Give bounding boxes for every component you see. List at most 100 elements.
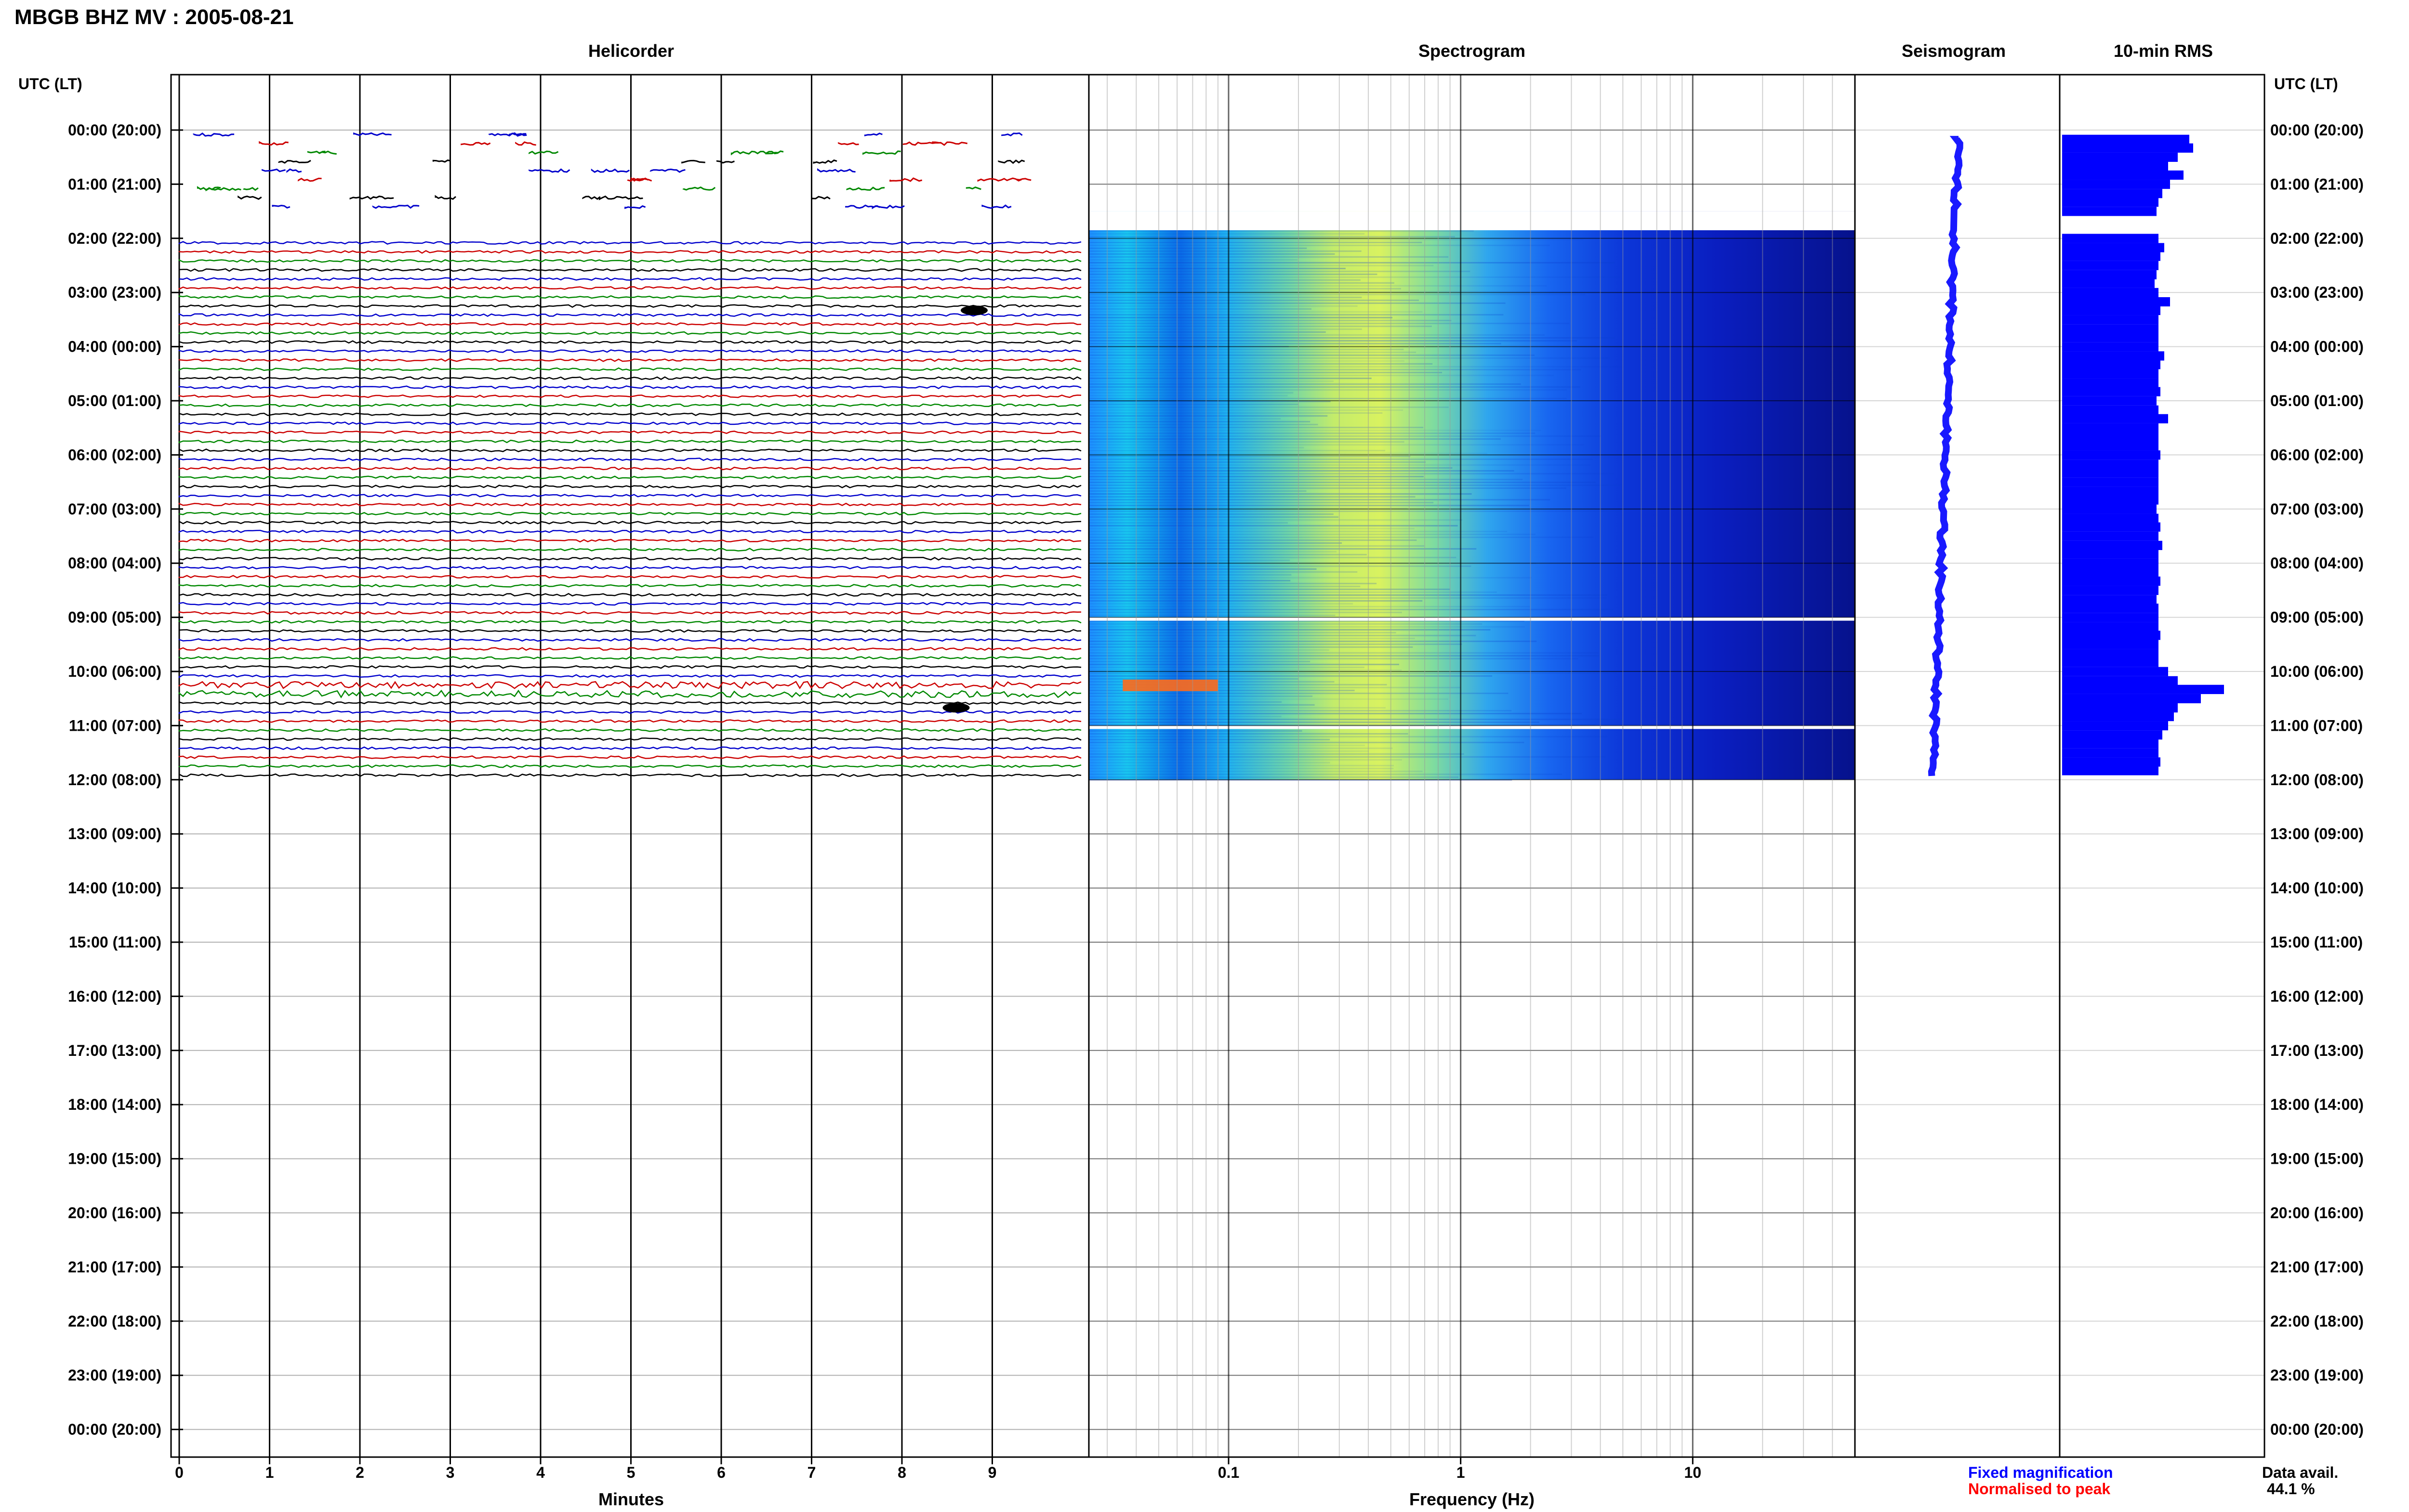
seismogram-envelope (1928, 136, 1963, 776)
minute-tick-label: 8 (898, 1464, 906, 1481)
rms-bar (2062, 721, 2168, 731)
rms-bar (2062, 486, 2158, 496)
trace-row (178, 755, 1082, 759)
trace-row (178, 710, 1082, 714)
spectrogram-streak (1089, 568, 1317, 570)
time-label-right: 03:00 (23:00) (2270, 284, 2364, 301)
time-label-right: 18:00 (14:00) (2270, 1096, 2364, 1113)
rms-bar (2062, 305, 2160, 316)
spectrogram-streak (1089, 626, 1525, 628)
trace-fragment (838, 142, 859, 145)
trace-fragment (624, 205, 646, 210)
rms-bar (2062, 161, 2168, 171)
time-label-right: 22:00 (18:00) (2270, 1313, 2364, 1330)
rms-bar (2062, 595, 2157, 605)
spectrogram-streak (1089, 542, 1342, 544)
time-label-left: 14:00 (10:00) (68, 880, 161, 897)
spectrogram-streak (1089, 267, 1346, 269)
time-axis-labels: 00:00 (20:00) 00:00 (20:00) 01:00 (21:00) 0… (68, 121, 2364, 1438)
time-label-right: 08:00 (04:00) (2270, 554, 2364, 572)
trace-fragment (813, 159, 837, 164)
time-label-left: 00:00 (20:00) (68, 121, 161, 139)
spectrogram-streak (1089, 464, 1590, 466)
spectrogram-streak (1089, 759, 1402, 761)
spectrogram-streak (1089, 559, 1290, 561)
trace-fragment (1001, 132, 1023, 137)
trace-row (178, 295, 1082, 299)
spectrogram-streak (1089, 458, 1593, 460)
spectrogram-streak (1089, 377, 1372, 379)
spectrogram-streak (1089, 455, 1411, 457)
spectrogram-hotspot (1123, 679, 1218, 691)
rms-bar (2062, 604, 2158, 613)
trace-row (178, 565, 1082, 570)
spectrogram-streak (1089, 296, 1362, 298)
trace-fragment (591, 168, 630, 173)
time-label-left: 23:00 (19:00) (68, 1367, 161, 1384)
time-label-right: 20:00 (16:00) (2270, 1204, 2364, 1222)
time-label-left: 18:00 (14:00) (68, 1096, 161, 1113)
spectrogram-streak (1089, 753, 1464, 755)
spectrogram-streak (1089, 308, 1312, 310)
rms-bar (2062, 703, 2178, 713)
spectrogram-streak (1089, 597, 1607, 599)
trace-fragment (205, 186, 221, 192)
spectrogram-streak (1089, 686, 1460, 688)
rms-bar (2062, 694, 2201, 704)
spectrogram-streak (1089, 334, 1545, 336)
spectrogram-streak (1089, 253, 1335, 255)
right-axis-header: UTC (LT) (2274, 75, 2338, 92)
trace-fragment (649, 168, 686, 173)
rms-bar (2062, 278, 2155, 288)
trace-row (178, 322, 1082, 326)
rms-bar (2062, 540, 2162, 550)
time-label-left: 21:00 (17:00) (68, 1258, 161, 1275)
spectrogram-streak (1089, 409, 1403, 411)
trace-row (178, 394, 1082, 398)
rms-bar (2062, 197, 2158, 207)
trace-fragment (864, 132, 883, 136)
minute-tick-label: 7 (807, 1464, 816, 1481)
trace-fragment (528, 168, 570, 173)
time-label-right: 14:00 (10:00) (2270, 880, 2364, 897)
spectrogram-streak (1089, 776, 1459, 778)
rms-bar (2062, 297, 2170, 307)
time-label-left: 11:00 (07:00) (69, 717, 161, 734)
rms-bar (2062, 423, 2158, 433)
time-label-right: 09:00 (05:00) (2270, 609, 2364, 626)
rms-bar (2062, 676, 2178, 685)
spectrogram-streak (1089, 762, 1330, 763)
rms-bar (2062, 189, 2162, 198)
spectrogram-streak (1089, 733, 1408, 735)
spectrogram-streak (1089, 429, 1541, 431)
spectrogram-streak (1089, 285, 1547, 287)
time-label-left: 03:00 (23:00) (68, 284, 161, 301)
spectrogram-streak (1089, 441, 1404, 443)
trace-row (178, 728, 1082, 732)
spectrogram-streak (1089, 756, 1606, 758)
trace-fragment (349, 196, 394, 200)
trace-row (178, 656, 1082, 660)
trace-fragment (872, 204, 905, 210)
spectrogram-streak (1089, 655, 1600, 657)
trace-fragment (716, 160, 735, 164)
spectrogram-streak (1089, 646, 1413, 648)
spectrogram-streak (1089, 233, 1365, 235)
rms-bar (2062, 351, 2164, 361)
trace-row (178, 584, 1082, 588)
data-availability-label: Data avail. (2262, 1464, 2338, 1481)
rms-bar (2062, 134, 2189, 144)
rms-bar (2062, 387, 2160, 396)
spectrogram-streak (1089, 241, 1422, 243)
spectrogram-streak (1089, 579, 1291, 581)
spectrogram-streak (1089, 360, 1404, 362)
rms-bar (2062, 369, 2158, 379)
spectrogram-streak (1089, 279, 1361, 281)
seismogram-trace (1928, 136, 1963, 776)
time-label-left: 01:00 (21:00) (68, 175, 161, 193)
time-label-left: 07:00 (03:00) (68, 500, 161, 518)
spectrogram-streak (1089, 536, 1593, 538)
rms-bar (2062, 558, 2158, 568)
seismogram-panel (1855, 75, 2060, 1457)
